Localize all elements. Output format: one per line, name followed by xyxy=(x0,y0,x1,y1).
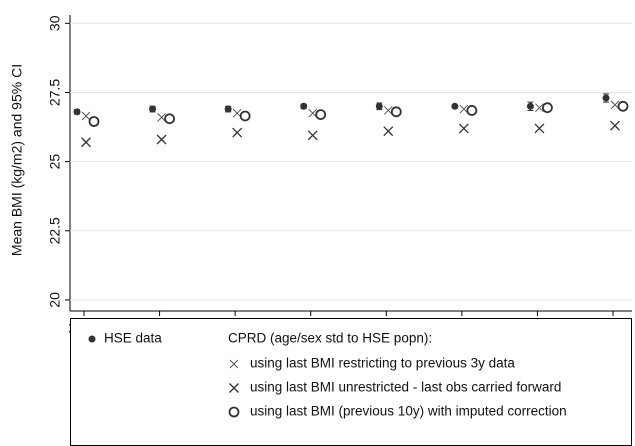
legend-marker xyxy=(228,406,240,418)
point xyxy=(73,108,81,116)
legend-label: using last BMI (previous 10y) with imput… xyxy=(250,404,567,419)
y-tick-label: 22.5 xyxy=(47,217,63,244)
point xyxy=(383,126,394,137)
point xyxy=(224,105,232,113)
y-tick-label: 30 xyxy=(47,15,63,31)
point xyxy=(307,130,318,141)
point xyxy=(308,108,318,118)
point xyxy=(617,100,629,112)
y-tick-label: 25 xyxy=(47,154,63,170)
legend-label: using last BMI unrestricted - last obs c… xyxy=(250,380,561,395)
point xyxy=(534,123,545,134)
y-axis-title: Mean BMI (kg/m2) and 95% CI xyxy=(9,64,25,256)
point xyxy=(81,137,91,148)
point xyxy=(451,102,459,110)
point xyxy=(157,113,166,122)
point xyxy=(88,116,100,127)
point xyxy=(610,120,620,131)
legend-label: using last BMI restricting to previous 3… xyxy=(250,356,515,371)
point xyxy=(315,109,327,120)
point xyxy=(239,110,251,122)
point xyxy=(81,111,91,121)
legend-marker xyxy=(88,335,96,343)
point xyxy=(300,102,308,110)
point xyxy=(602,94,610,102)
point xyxy=(535,103,544,113)
y-tick-label: 20 xyxy=(47,292,63,308)
point xyxy=(375,102,383,110)
point xyxy=(149,105,157,113)
legend: HSE data CPRD (age/sex std to HSE popn): u… xyxy=(70,318,632,446)
point xyxy=(610,100,620,110)
y-tick-label: 27.5 xyxy=(47,79,63,106)
legend-marker xyxy=(229,383,239,393)
legend-title: CPRD (age/sex std to HSE popn): xyxy=(228,331,432,346)
point xyxy=(458,123,469,134)
point xyxy=(526,102,534,110)
legend-box xyxy=(70,318,632,446)
point xyxy=(542,102,553,114)
legend-label: HSE data xyxy=(104,331,162,346)
point xyxy=(232,127,243,138)
legend-marker xyxy=(229,359,239,369)
point xyxy=(466,105,478,116)
point xyxy=(459,104,469,114)
point xyxy=(383,106,393,115)
point xyxy=(156,134,167,145)
point xyxy=(390,106,402,118)
point xyxy=(164,113,175,125)
